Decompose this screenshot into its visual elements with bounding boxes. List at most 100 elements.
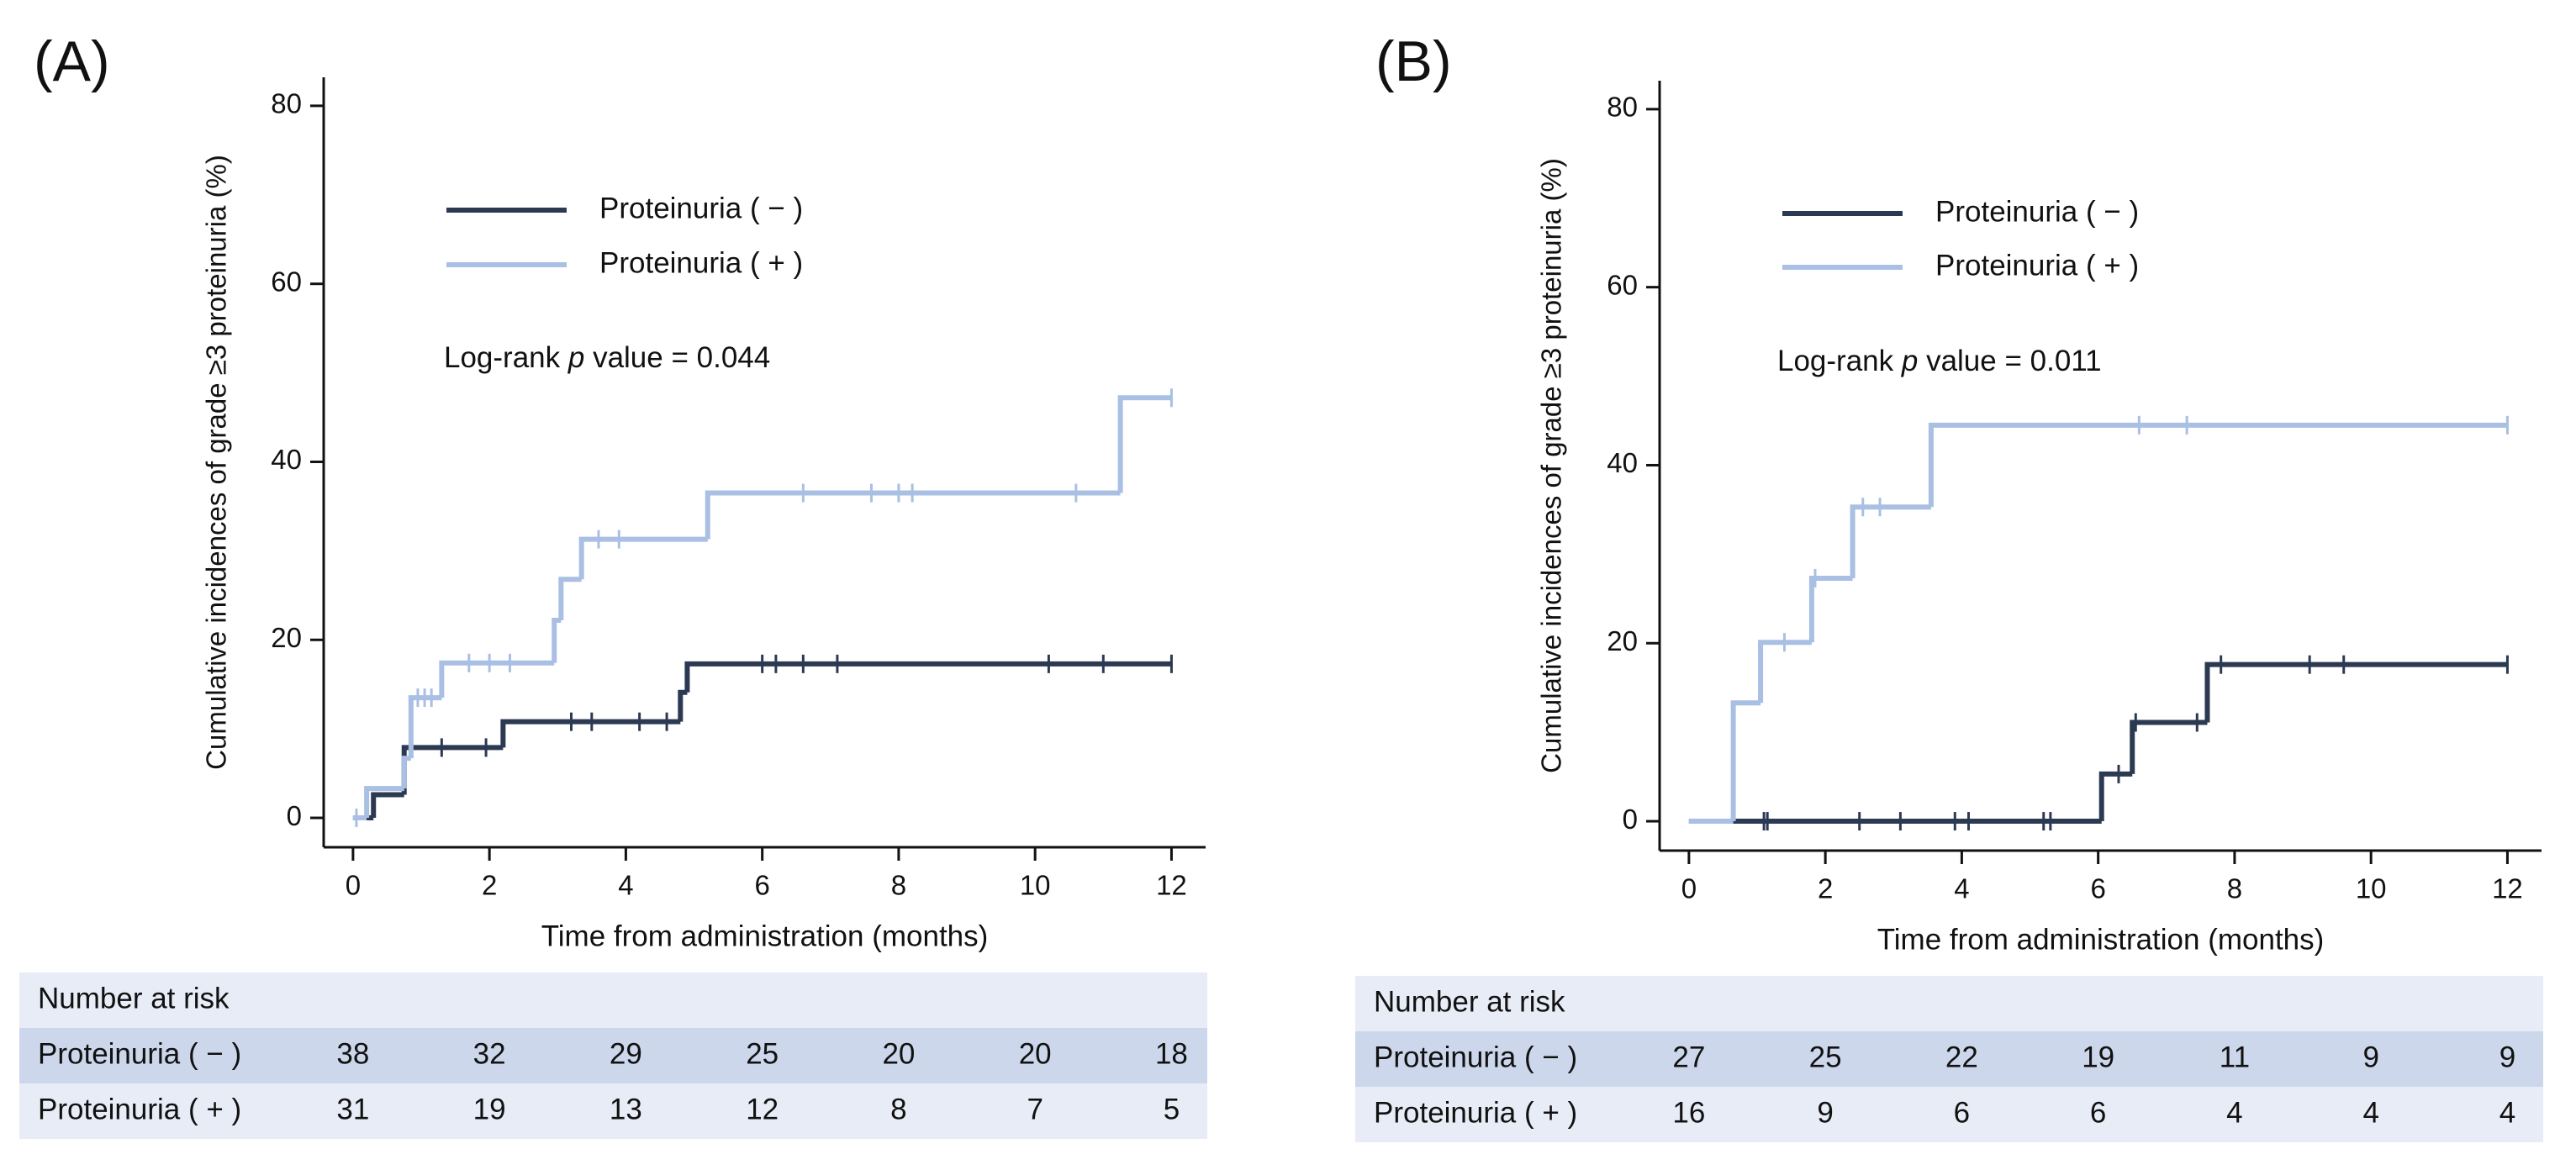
- y-axis-title: Cumulative incidences of grade ≥3 protei…: [1536, 158, 1567, 773]
- step-segment: [1928, 422, 2508, 508]
- table-row-bg: [1355, 976, 2543, 1031]
- y-tick-label: 80: [271, 88, 302, 119]
- table-cell: 27: [1672, 1041, 1705, 1073]
- annotation-part: Log-rank: [444, 341, 568, 374]
- table-row-label: Proteinuria ( + ): [1374, 1096, 1577, 1129]
- table-cell: 4: [2226, 1096, 2242, 1129]
- x-tick-label: 6: [754, 870, 769, 901]
- y-tick-label: 20: [1607, 625, 1638, 656]
- table-cell: 6: [2090, 1096, 2106, 1129]
- table-cell: 20: [882, 1037, 915, 1070]
- table-cell: 5: [1164, 1093, 1180, 1125]
- step-segment: [2098, 771, 2133, 822]
- annotation-part: p: [1901, 345, 1918, 377]
- step-segment: [1758, 640, 1812, 704]
- y-tick-label: 0: [1623, 804, 1638, 835]
- x-tick-label: 6: [2090, 873, 2105, 904]
- table-cell: 25: [1809, 1041, 1842, 1073]
- table-row-bg: [1355, 1031, 2543, 1087]
- table-cell: 4: [2499, 1096, 2515, 1129]
- annotation-part: value = 0.044: [584, 341, 770, 374]
- table-cell: 29: [610, 1037, 642, 1070]
- x-tick-label: 4: [618, 870, 633, 901]
- legend-label: Proteinuria ( − ): [599, 192, 803, 224]
- x-tick-label: 2: [1818, 873, 1833, 904]
- table-cell: 22: [1945, 1041, 1978, 1073]
- step-segment: [1808, 575, 1853, 643]
- legend-label: Proteinuria ( + ): [1935, 249, 2139, 282]
- table-cell: 31: [336, 1093, 369, 1125]
- x-tick-label: 12: [2492, 873, 2523, 904]
- table-cell: 8: [890, 1093, 906, 1125]
- legend-label: Proteinuria ( − ): [1935, 195, 2139, 228]
- annotation-part: Log-rank: [1777, 345, 1902, 377]
- table-row-bg: [1355, 1087, 2543, 1142]
- x-tick-label: 8: [891, 870, 906, 901]
- table-row-label: Proteinuria ( + ): [38, 1093, 241, 1125]
- step-segment: [678, 689, 688, 722]
- x-tick-label: 2: [482, 870, 497, 901]
- annotation: Log-rank p value = 0.011: [1777, 345, 2102, 377]
- y-tick-label: 80: [1607, 92, 1638, 123]
- y-tick-label: 20: [271, 622, 302, 653]
- x-axis-title: Time from administration (months): [1877, 923, 2325, 956]
- panel-label: (B): [1375, 29, 1452, 93]
- legend-label: Proteinuria ( + ): [599, 246, 803, 279]
- table-cell: 16: [1672, 1096, 1705, 1129]
- y-axis-title: Cumulative incidences of grade ≥3 protei…: [201, 155, 232, 770]
- step-segment: [558, 577, 582, 620]
- panel-label: (A): [34, 29, 110, 93]
- table-row-label: Proteinuria ( − ): [1374, 1041, 1577, 1073]
- step-segment: [1730, 700, 1761, 822]
- y-tick-label: 40: [1607, 447, 1638, 478]
- x-tick-label: 12: [1156, 870, 1187, 901]
- y-tick-label: 60: [271, 266, 302, 297]
- x-tick-label: 10: [1020, 870, 1051, 901]
- table-cell: 20: [1019, 1037, 1052, 1070]
- step-segment: [2204, 661, 2508, 723]
- step-segment: [2130, 719, 2208, 774]
- step-segment: [371, 792, 404, 819]
- y-tick-label: 0: [287, 800, 302, 831]
- table-cell: 18: [1155, 1037, 1188, 1070]
- table-title: Number at risk: [1374, 985, 1565, 1018]
- x-tick-label: 10: [2356, 873, 2387, 904]
- table-cell: 12: [746, 1093, 779, 1125]
- step-segment: [705, 490, 1121, 540]
- table-cell: 19: [473, 1093, 506, 1125]
- table-title: Number at risk: [38, 982, 230, 1015]
- table-cell: 9: [1817, 1096, 1833, 1129]
- step-segment: [552, 617, 562, 663]
- table-cell: 7: [1027, 1093, 1043, 1125]
- step-segment: [401, 756, 411, 789]
- table-cell: 4: [2362, 1096, 2378, 1129]
- step-segment: [500, 719, 681, 748]
- x-axis-title: Time from administration (months): [541, 920, 989, 952]
- table-cell: 19: [2082, 1041, 2114, 1073]
- step-segment: [364, 786, 404, 819]
- table-cell: 9: [2362, 1041, 2378, 1073]
- table-row-bg: [19, 1028, 1207, 1083]
- table-cell: 32: [473, 1037, 506, 1070]
- y-tick-label: 40: [271, 444, 302, 475]
- table-cell: 11: [2220, 1041, 2250, 1073]
- y-tick-label: 60: [1607, 269, 1638, 300]
- annotation-part: value = 0.011: [1918, 345, 2101, 377]
- step-segment: [1850, 504, 1931, 578]
- table-cell: 9: [2499, 1041, 2515, 1073]
- table-cell: 13: [610, 1093, 642, 1125]
- annotation: Log-rank p value = 0.044: [444, 341, 770, 374]
- step-segment: [439, 660, 555, 698]
- x-tick-label: 0: [346, 870, 361, 901]
- table-cell: 6: [1954, 1096, 1970, 1129]
- step-segment: [401, 745, 504, 795]
- x-tick-label: 4: [1954, 873, 1969, 904]
- x-tick-label: 0: [1681, 873, 1697, 904]
- step-segment: [1117, 395, 1172, 493]
- table-cell: 38: [336, 1037, 369, 1070]
- step-segment: [578, 536, 708, 580]
- table-row-label: Proteinuria ( − ): [38, 1037, 241, 1070]
- table-cell: 25: [746, 1037, 779, 1070]
- table-row-bg: [19, 1083, 1207, 1139]
